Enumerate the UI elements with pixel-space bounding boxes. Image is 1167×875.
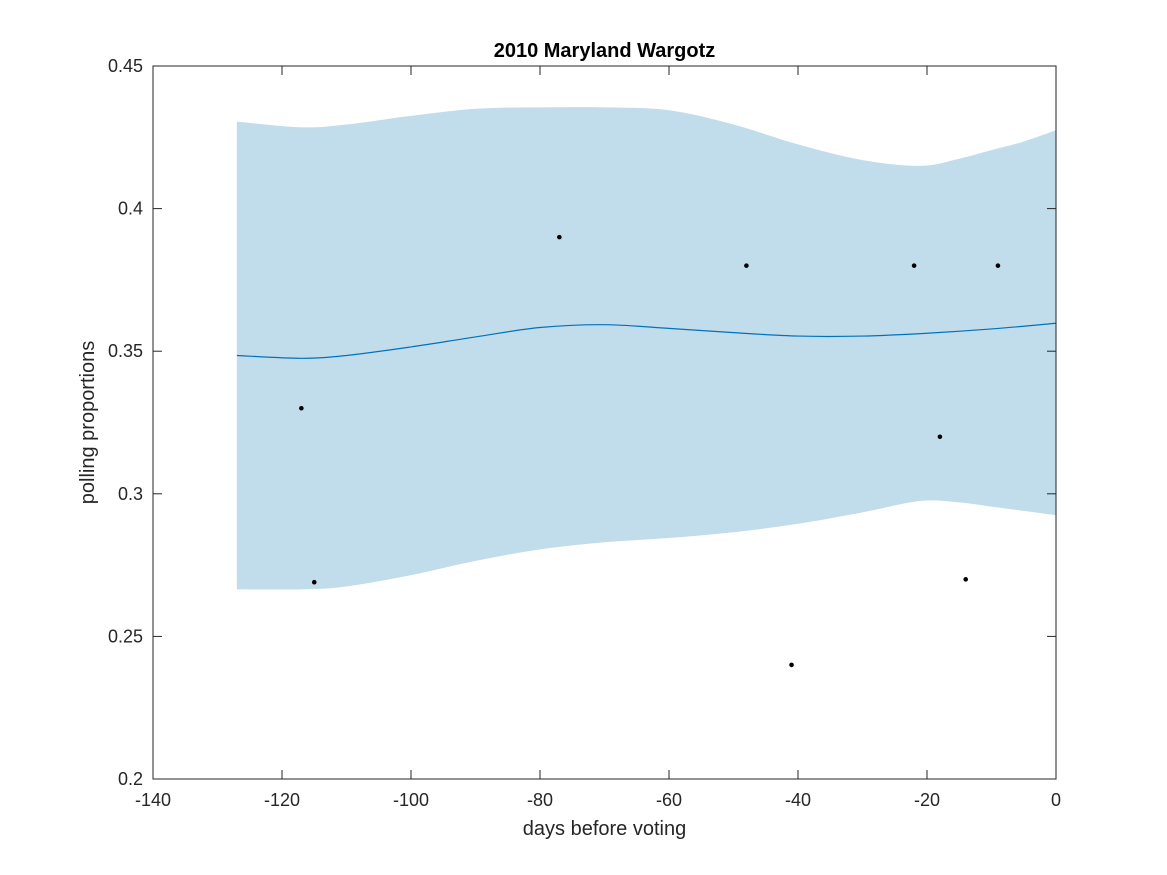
data-point — [299, 405, 304, 411]
axes-layer — [152, 65, 1057, 780]
data-point — [911, 263, 917, 268]
data-point — [789, 662, 794, 668]
axes-box — [152, 65, 1057, 780]
y-tick-label: 0.4 — [118, 199, 143, 219]
data-point — [963, 577, 968, 582]
x-tick-label: -80 — [527, 790, 553, 810]
y-tick-label: 0.3 — [118, 484, 143, 504]
data-point — [557, 234, 562, 240]
x-tick-label: -100 — [393, 790, 429, 810]
data-points-layer — [299, 234, 1001, 668]
confidence-band — [236, 107, 1057, 590]
y-tick-label: 0.25 — [108, 626, 143, 646]
chart-title: 2010 Maryland Wargotz — [494, 40, 716, 62]
x-tick-label: -20 — [914, 790, 940, 810]
confidence-band-layer — [236, 107, 1057, 590]
y-tick-label: 0.35 — [108, 341, 143, 361]
y-ticks-layer: 0.2 0.25 0.3 0.35 0.4 0.45 — [108, 56, 1056, 789]
trend-line — [236, 322, 1057, 359]
x-axis-label: days before voting — [523, 818, 686, 840]
trend-line-layer — [236, 322, 1057, 359]
x-tick-label: -40 — [785, 790, 811, 810]
data-point — [311, 579, 317, 585]
x-tick-label: -120 — [264, 790, 300, 810]
data-point — [937, 434, 943, 440]
y-tick-label: 0.2 — [118, 769, 143, 789]
x-tick-label: -140 — [135, 790, 171, 810]
x-tick-label: -60 — [656, 790, 682, 810]
x-ticks-layer: -140 -120 -100 -80 -60 -40 -20 0 — [135, 66, 1061, 810]
x-tick-label: 0 — [1051, 790, 1061, 810]
data-point — [995, 263, 1001, 268]
y-tick-label: 0.45 — [108, 56, 143, 76]
y-axis-label: polling proportions — [77, 341, 99, 504]
data-point — [744, 263, 749, 268]
